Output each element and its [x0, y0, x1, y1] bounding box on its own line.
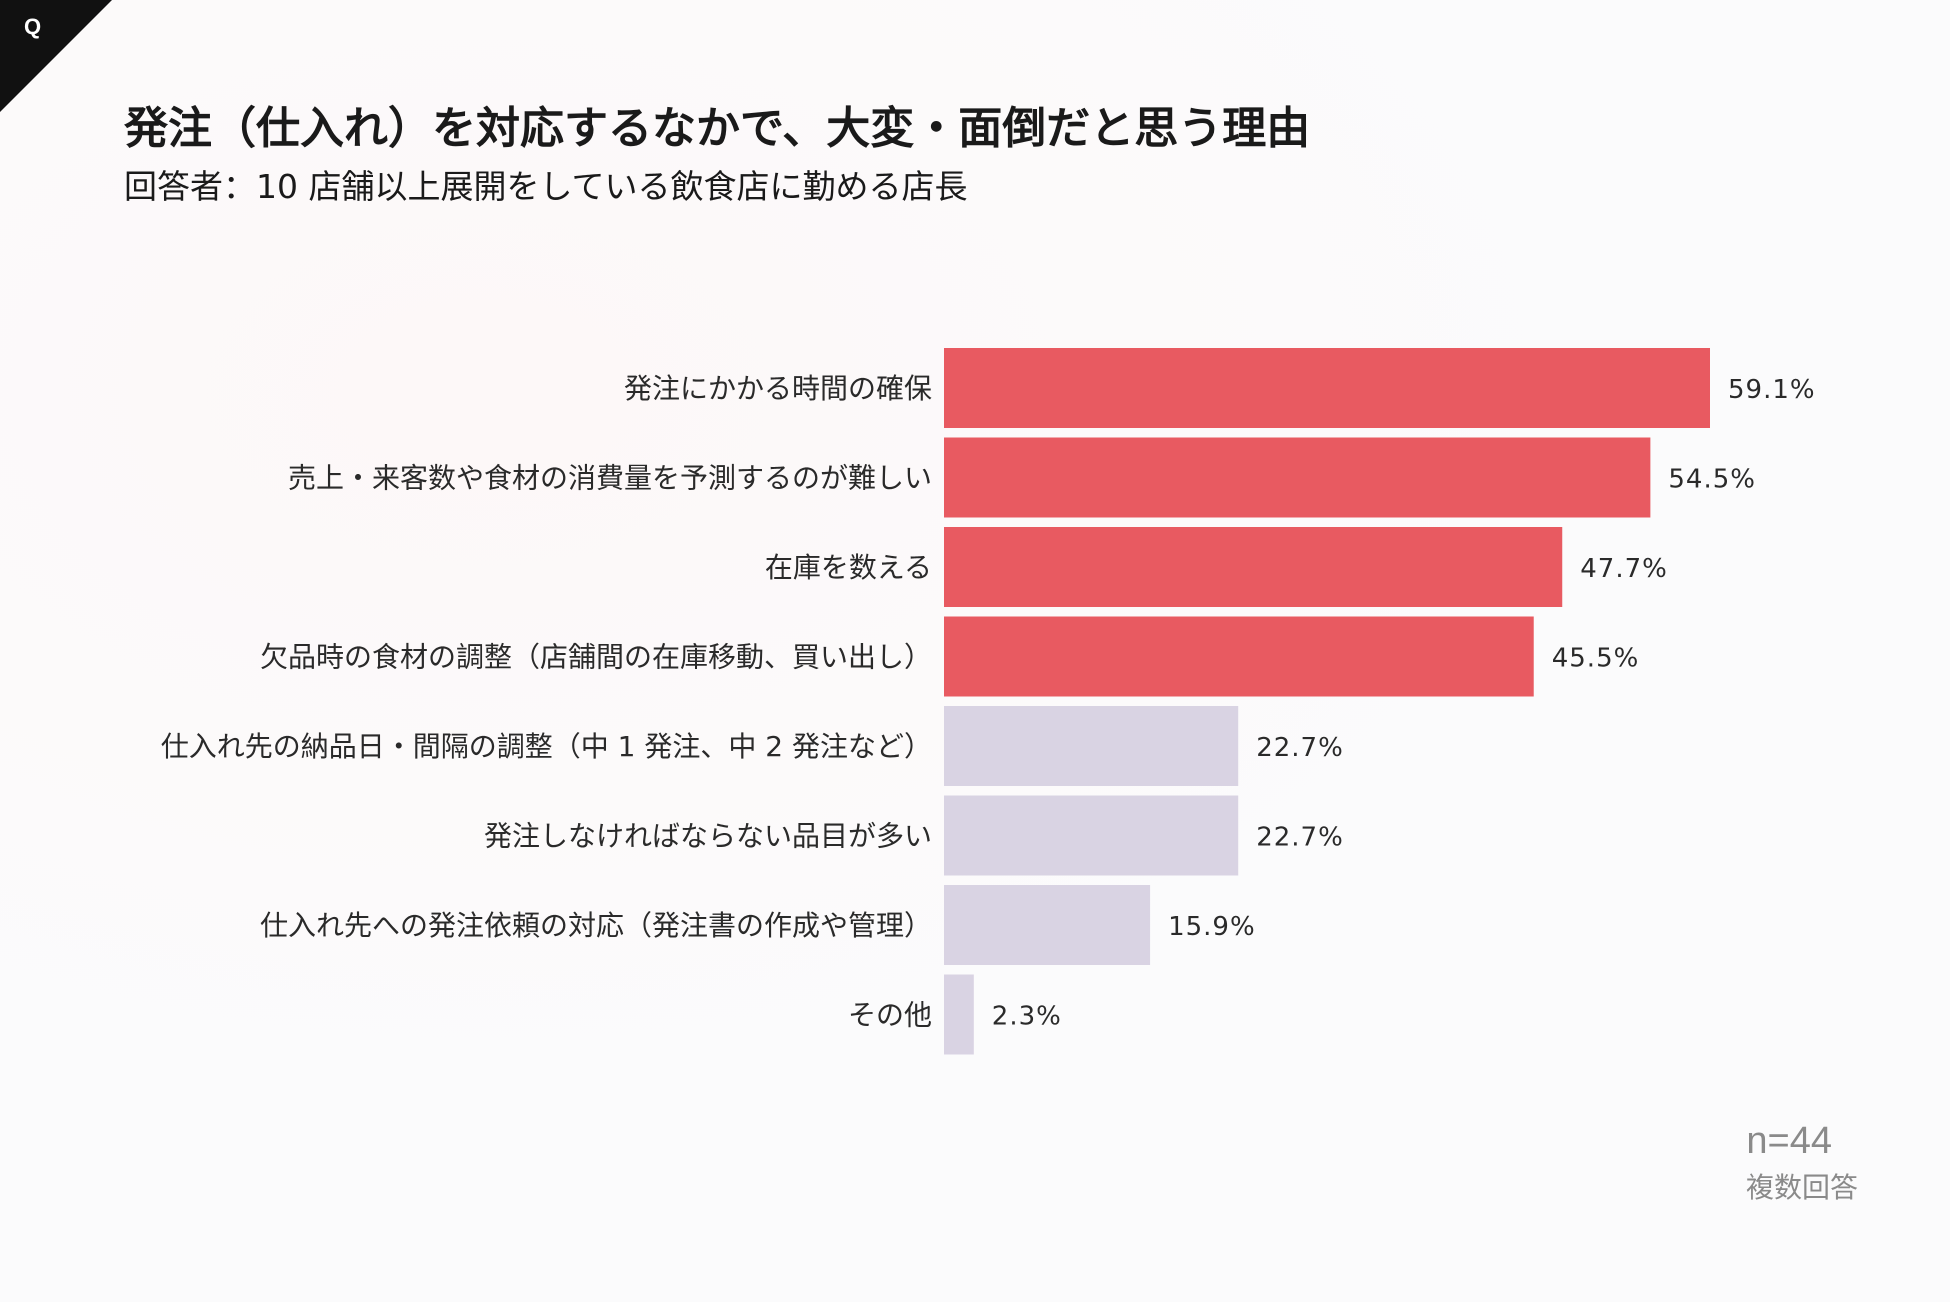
value-label-6: 22.7% [1256, 823, 1344, 853]
multiple-answer-note: 複数回答 [1745, 1171, 1858, 1204]
category-label-2: 売上・来客数や食材の消費量を予測するのが難しい [288, 462, 932, 495]
bar-7 [944, 885, 1151, 965]
chart-title: 発注（仕入れ）を対応するなかで、大変・面倒だと思う理由 [124, 103, 1311, 154]
category-label-7: 仕入れ先への発注依頼の対応（発注書の作成や管理） [260, 909, 932, 942]
corner-badge: Q [0, 0, 112, 112]
value-label-2: 54.5% [1668, 465, 1756, 495]
bar-5 [944, 706, 1239, 786]
category-label-6: 発注しなければならない品目が多い [484, 820, 932, 853]
bar-2 [944, 437, 1651, 518]
bar-6 [944, 795, 1239, 876]
bar-4 [944, 616, 1534, 697]
chart-subtitle: 回答者：10 店舗以上展開をしている飲食店に勤める店長 [124, 167, 968, 206]
value-label-3: 47.7% [1580, 554, 1668, 584]
value-label-1: 59.1% [1728, 375, 1816, 405]
corner-triangle [0, 0, 112, 112]
value-label-8: 2.3% [992, 1002, 1062, 1032]
sample-size-label: n=44 [1746, 1120, 1832, 1162]
category-label-8: その他 [848, 999, 932, 1032]
category-label-5: 仕入れ先の納品日・間隔の調整（中 1 発注、中 2 発注など） [161, 730, 932, 763]
value-label-5: 22.7% [1256, 733, 1344, 763]
bar-1 [944, 348, 1710, 428]
value-label-7: 15.9% [1168, 912, 1256, 942]
corner-q-label: Q [24, 14, 42, 39]
bar-3 [944, 527, 1563, 607]
bar-8 [944, 974, 974, 1055]
value-label-4: 45.5% [1552, 644, 1640, 674]
category-label-1: 発注にかかる時間の確保 [624, 372, 932, 405]
category-label-3: 在庫を数える [765, 551, 932, 584]
category-label-4: 欠品時の食材の調整（店舗間の在庫移動、買い出し） [260, 641, 932, 674]
